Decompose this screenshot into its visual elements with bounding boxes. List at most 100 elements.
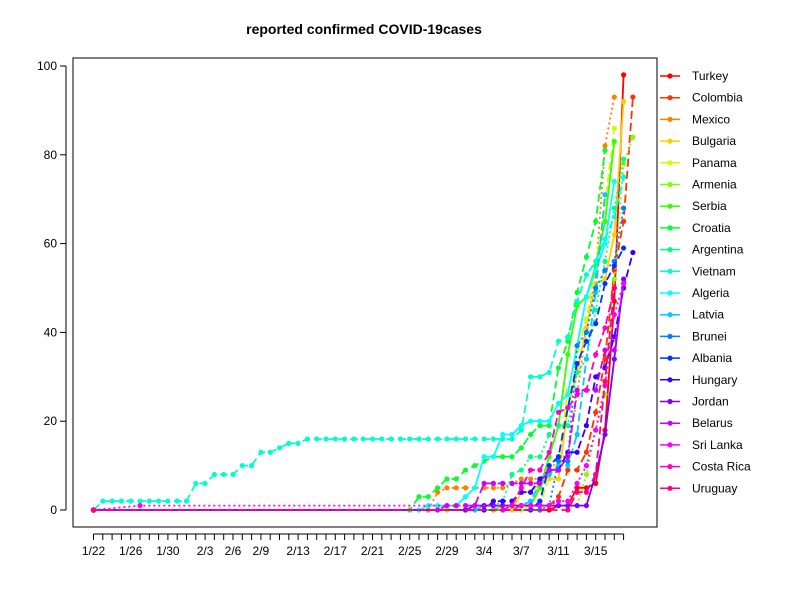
- legend-label: Sri Lanka: [692, 438, 743, 452]
- data-point: [583, 356, 590, 362]
- data-point: [435, 507, 441, 513]
- legend-label: Vietnam: [692, 264, 736, 278]
- legend-item: Panama: [660, 156, 737, 170]
- data-point: [565, 463, 571, 469]
- data-point: [555, 409, 562, 415]
- data-point: [574, 391, 580, 398]
- data-point: [574, 467, 580, 473]
- legend-label: Mexico: [692, 112, 730, 126]
- legend-swatch-marker: [667, 333, 673, 339]
- data-point: [249, 463, 255, 469]
- data-point: [611, 312, 617, 318]
- data-point: [444, 502, 450, 509]
- legend-swatch-marker: [667, 73, 673, 79]
- x-tick-label: 3/4: [476, 544, 493, 558]
- y-tick-label: 60: [44, 237, 58, 251]
- legend-label: Armenia: [692, 178, 737, 192]
- data-point: [518, 485, 524, 491]
- data-point: [621, 156, 627, 162]
- legend-swatch-marker: [667, 247, 673, 253]
- legend-item: Bulgaria: [660, 134, 736, 148]
- data-point: [490, 498, 496, 504]
- data-point: [611, 94, 617, 100]
- legend-swatch-marker: [667, 116, 673, 122]
- data-point: [425, 436, 431, 442]
- data-point: [537, 485, 543, 491]
- data-point: [509, 436, 515, 442]
- legend-label: Uruguay: [692, 481, 737, 495]
- data-point: [593, 352, 599, 358]
- data-point: [546, 507, 552, 513]
- data-point: [630, 94, 636, 100]
- data-point: [593, 320, 599, 327]
- data-point: [360, 436, 366, 442]
- data-point: [239, 463, 245, 469]
- data-point: [611, 138, 617, 145]
- data-point: [528, 467, 534, 473]
- data-point: [611, 205, 617, 211]
- plot-frame: [72, 57, 658, 528]
- legend-item: Costa Rica: [660, 460, 751, 474]
- data-point: [416, 494, 422, 500]
- x-tick-label: 1/26: [119, 544, 143, 558]
- data-point: [602, 258, 608, 264]
- data-point: [583, 329, 590, 335]
- legend-swatch-marker: [667, 464, 673, 470]
- x-tick-label: 2/3: [197, 544, 214, 558]
- legend-swatch-marker: [667, 355, 673, 361]
- data-point: [583, 272, 590, 278]
- legend-item: Argentina: [660, 243, 744, 257]
- data-point: [593, 427, 599, 433]
- data-point: [583, 423, 590, 429]
- data-point: [593, 218, 599, 224]
- data-point: [518, 480, 524, 486]
- data-point: [472, 436, 478, 442]
- data-point: [537, 454, 543, 460]
- legend-item: Brunei: [660, 329, 727, 343]
- data-point: [481, 436, 487, 442]
- data-point: [509, 507, 515, 513]
- data-point: [518, 427, 524, 433]
- data-point: [546, 369, 552, 375]
- data-point: [621, 174, 627, 180]
- legend-swatch-marker: [667, 312, 673, 318]
- data-point: [546, 502, 552, 509]
- data-point: [518, 423, 524, 429]
- data-point: [211, 471, 217, 478]
- data-point: [555, 454, 562, 460]
- legend-label: Turkey: [692, 69, 728, 83]
- data-point: [565, 352, 571, 358]
- series-line: [92, 176, 625, 511]
- data-point: [574, 343, 580, 349]
- data-point: [593, 480, 599, 486]
- data-point: [528, 498, 534, 504]
- data-point: [369, 436, 376, 442]
- data-point: [565, 467, 571, 473]
- data-point: [546, 418, 552, 424]
- legend-label: Serbia: [692, 199, 727, 213]
- data-point: [593, 374, 599, 380]
- data-point: [258, 449, 264, 455]
- data-point: [509, 502, 515, 509]
- x-tick-label: 2/6: [225, 544, 242, 558]
- data-point: [397, 436, 403, 442]
- data-point: [490, 454, 496, 460]
- data-point: [565, 338, 571, 344]
- x-tick-label: 3/15: [584, 544, 608, 558]
- data-point: [555, 494, 562, 500]
- data-point: [518, 467, 524, 473]
- data-point: [565, 454, 571, 460]
- data-point: [156, 498, 162, 504]
- data-point: [583, 449, 590, 455]
- data-point: [500, 498, 506, 504]
- data-point: [602, 192, 608, 198]
- data-point: [528, 374, 534, 380]
- legend-swatch-marker: [667, 442, 673, 448]
- legend-item: Belarus: [660, 416, 733, 430]
- data-point: [602, 143, 608, 149]
- legend-item: Mexico: [660, 112, 730, 126]
- legend-swatch-marker: [667, 160, 673, 166]
- data-point: [537, 423, 543, 429]
- data-point: [621, 276, 627, 282]
- data-point: [565, 391, 571, 398]
